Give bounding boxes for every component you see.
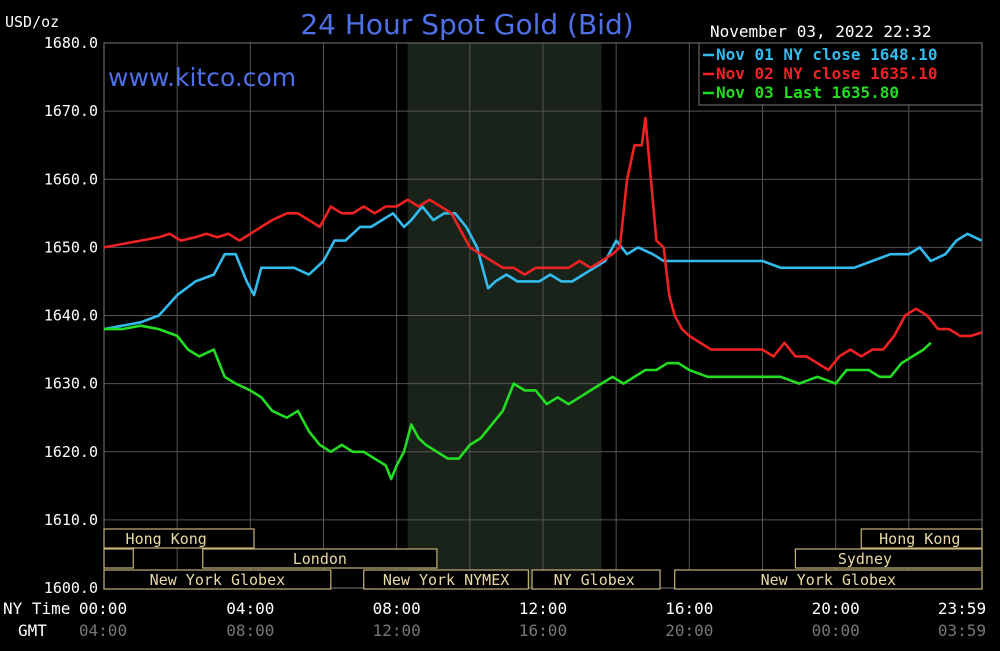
session-bar xyxy=(363,569,529,590)
legend-entry: Nov 01 NY close 1648.10 xyxy=(716,45,938,64)
series-line xyxy=(103,205,983,331)
x-tick-gmt-label: 04:00 xyxy=(79,621,127,640)
x-tick-ny-label: 16:00 xyxy=(665,599,713,618)
x-tick-gmt-label: 12:00 xyxy=(373,621,421,640)
session-label: Sydney xyxy=(838,550,892,568)
chart-title: 24 Hour Spot Gold (Bid) xyxy=(300,8,633,41)
session-bar xyxy=(103,528,255,549)
session-bar xyxy=(202,548,438,569)
y-tick-label: 1650.0 xyxy=(44,238,98,256)
grid-lines xyxy=(104,42,982,589)
legend-entry: Nov 02 NY close 1635.10 xyxy=(716,64,938,83)
timestamp: November 03, 2022 22:32 xyxy=(710,22,932,41)
session-label: Hong Kong xyxy=(879,530,960,548)
session-bar xyxy=(794,548,983,569)
series-line xyxy=(103,116,982,372)
x-tick-gmt-label: 16:00 xyxy=(519,621,567,640)
x-tick-gmt-label: 00:00 xyxy=(812,621,860,640)
y-axis-ticks: 1680.0 1670.0 1660.0 1650.0 1640.0 1630.0 1620… xyxy=(44,34,98,597)
y-tick-label: 1630.0 xyxy=(44,375,98,393)
series-line xyxy=(104,324,932,481)
x-axis-ticks: 00:00 04:00 04:00 08:00 08:00 12:00 12:00 16:00… xyxy=(79,599,986,640)
session-bar xyxy=(103,569,332,590)
y-axis-label: USD/oz xyxy=(5,13,59,31)
y-tick-label: 1620.0 xyxy=(44,443,98,461)
session-bar xyxy=(531,569,661,590)
session-bar xyxy=(674,569,983,590)
x-tick-ny-label: 23:59 xyxy=(938,599,986,618)
x-tick-gmt-label: 20:00 xyxy=(665,621,713,640)
x-tick-ny-label: 04:00 xyxy=(226,599,274,618)
y-tick-label: 1610.0 xyxy=(44,511,98,529)
market-session-bars: Hong Kong Hong Kong London Sydney New York G… xyxy=(103,528,983,590)
y-tick-label: 1670.0 xyxy=(44,102,98,120)
session-label: New York Globex xyxy=(761,571,896,589)
session-label: New York Globex xyxy=(150,571,285,589)
watermark-text: www.kitco.com xyxy=(108,63,296,92)
legend-entry: Nov 03 Last 1635.80 xyxy=(716,83,899,102)
session-label: Hong Kong xyxy=(126,530,207,548)
y-tick-label: 1600.0 xyxy=(44,579,98,597)
x-tick-gmt-label: 08:00 xyxy=(226,621,274,640)
price-series xyxy=(103,116,983,481)
ny-time-row-label: NY Time xyxy=(3,599,70,618)
session-label: New York NYMEX xyxy=(383,571,509,589)
session-bar xyxy=(103,548,134,569)
x-tick-ny-label: 12:00 xyxy=(519,599,567,618)
y-tick-label: 1640.0 xyxy=(44,307,98,325)
x-tick-ny-label: 00:00 xyxy=(79,599,127,618)
y-tick-label: 1680.0 xyxy=(44,34,98,52)
session-label: London xyxy=(293,550,347,568)
x-tick-ny-label: 08:00 xyxy=(373,599,421,618)
gmt-row-label: GMT xyxy=(18,621,47,640)
x-tick-gmt-label: 03:59 xyxy=(938,621,986,640)
session-label: NY Globex xyxy=(554,571,635,589)
session-bar xyxy=(860,528,983,549)
x-tick-ny-label: 20:00 xyxy=(812,599,860,618)
y-tick-label: 1660.0 xyxy=(44,170,98,188)
legend-box xyxy=(698,42,983,106)
